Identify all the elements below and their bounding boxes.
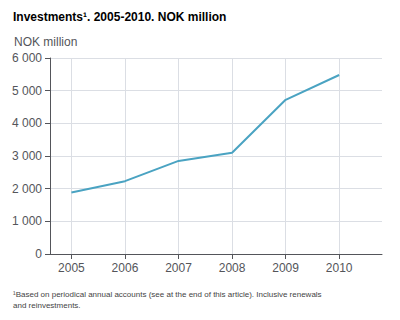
svg-text:4 000: 4 000 <box>12 116 42 130</box>
svg-text:2010: 2010 <box>326 261 353 275</box>
svg-text:3 000: 3 000 <box>12 149 42 163</box>
svg-text:1 000: 1 000 <box>12 214 42 228</box>
svg-text:2009: 2009 <box>272 261 299 275</box>
svg-text:2008: 2008 <box>219 261 246 275</box>
svg-text:2006: 2006 <box>112 261 139 275</box>
svg-text:6 000: 6 000 <box>12 51 42 65</box>
svg-text:2 000: 2 000 <box>12 182 42 196</box>
svg-text:2007: 2007 <box>165 261 192 275</box>
svg-text:and reinvestments.: and reinvestments. <box>13 301 81 310</box>
svg-text:0: 0 <box>35 247 42 261</box>
svg-text:Investments¹. 2005-2010. NOK m: Investments¹. 2005-2010. NOK million <box>13 10 226 24</box>
svg-text:2005: 2005 <box>58 261 85 275</box>
svg-text:5 000: 5 000 <box>12 84 42 98</box>
svg-text:¹Based on periodical annual ac: ¹Based on periodical annual accounts (se… <box>13 290 322 299</box>
svg-text:NOK million: NOK million <box>14 35 77 49</box>
